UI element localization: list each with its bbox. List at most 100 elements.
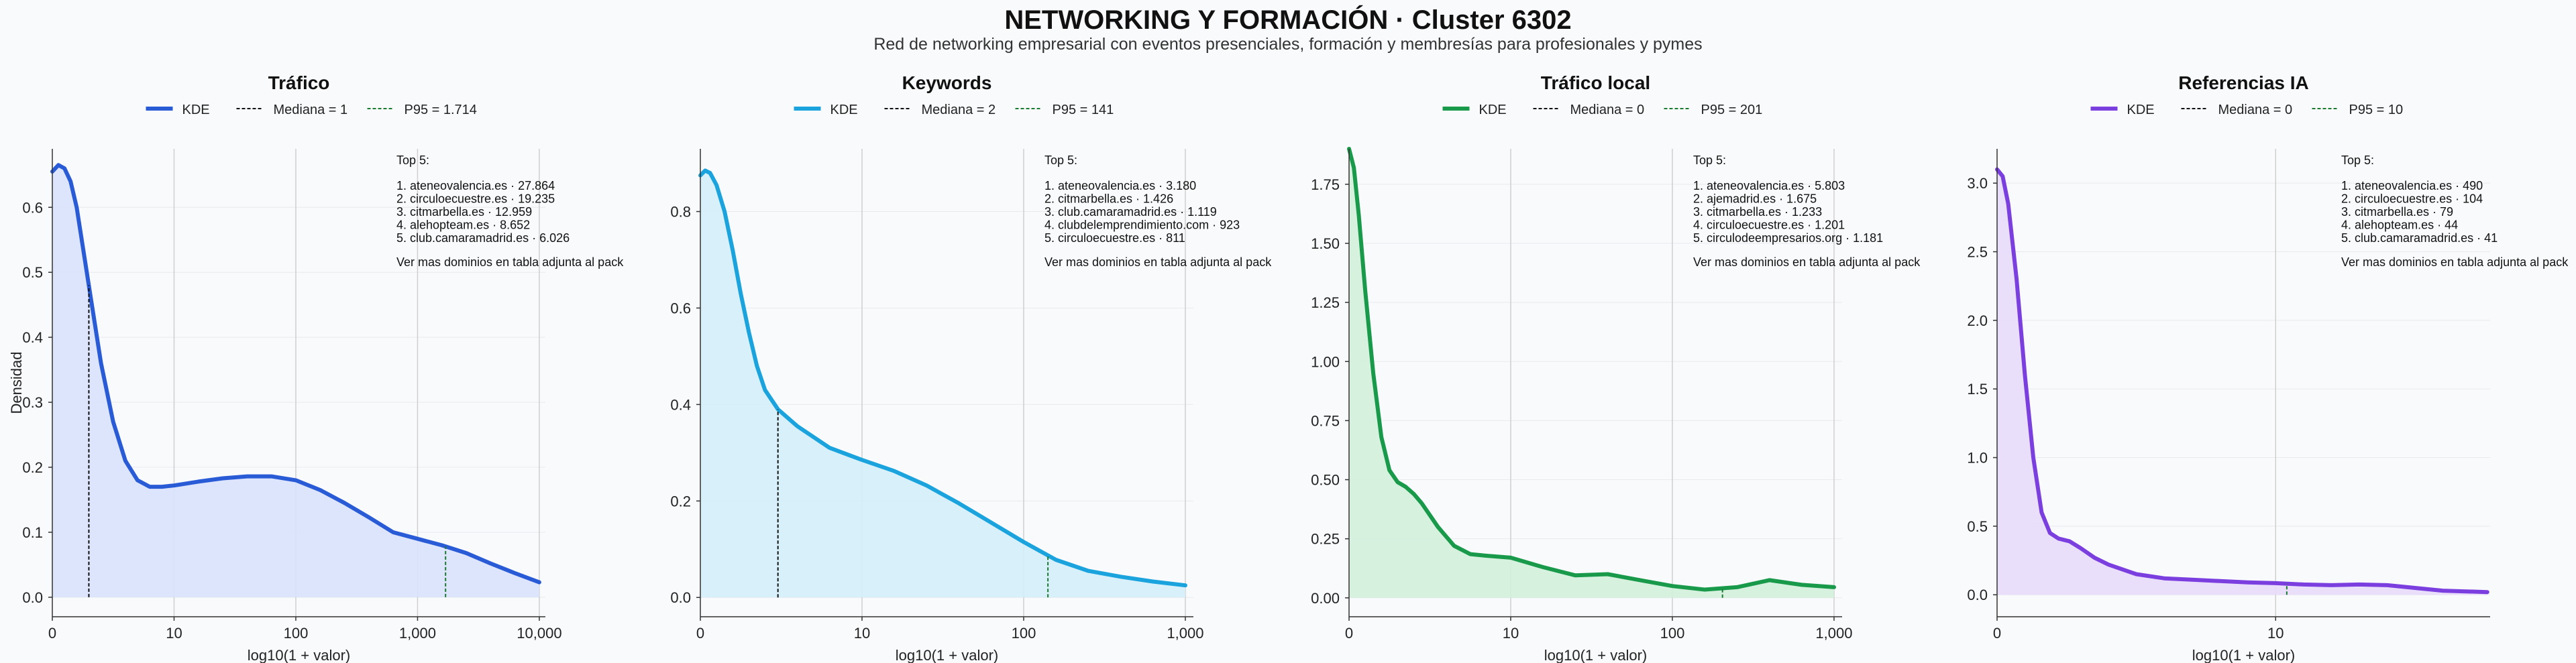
y-tick-label: 0.2 <box>670 493 691 509</box>
kde-line <box>1995 167 2489 595</box>
y-tick-label: 2.5 <box>1967 244 1988 261</box>
legend-kde-label: KDE <box>830 103 858 117</box>
top5-footer: Ver mas dominios en tabla adjunta al pac… <box>1693 255 1921 269</box>
top5-item: 2. circuloecuestre.es · 19.235 <box>396 192 555 206</box>
x-tick-label: 10 <box>2267 625 2284 642</box>
top5-item: 2. citmarbella.es · 1.426 <box>1044 192 1173 206</box>
top5-item: 1. ateneovalencia.es · 5.803 <box>1693 179 1845 192</box>
x-tick-label: 1,000 <box>399 625 436 642</box>
top5-item: 4. clubdelemprendimiento.com · 923 <box>1044 219 1240 232</box>
x-axis-label: log10(1 + valor) <box>2192 647 2295 663</box>
kde-area <box>1997 169 2487 595</box>
chart-legend: KDE Mediana = 0 P95 = 201 <box>1442 103 1763 117</box>
top5-item: 4. alehopteam.es · 8.652 <box>396 219 530 232</box>
y-tick-label: 0.2 <box>22 459 43 476</box>
y-tick-label: 1.50 <box>1311 235 1340 252</box>
legend-p95-label: P95 = 141 <box>1053 103 1114 117</box>
top5-item: 1. ateneovalencia.es · 3.180 <box>1044 179 1196 192</box>
y-tick-label: 0.8 <box>670 204 691 221</box>
y-tick-label: 3.0 <box>1967 175 1988 192</box>
x-tick-label: 10 <box>166 625 182 642</box>
x-tick-label: 0 <box>696 625 704 642</box>
y-tick-label: 0.0 <box>1967 587 1988 603</box>
y-tick-label: 1.75 <box>1311 176 1340 193</box>
y-tick-label: 0.6 <box>670 300 691 316</box>
y-tick-label: 0.6 <box>22 199 43 216</box>
x-tick-label: 1,000 <box>1167 625 1203 642</box>
top5-item: 4. alehopteam.es · 44 <box>2341 219 2458 232</box>
legend-kde-label: KDE <box>2127 103 2155 117</box>
y-tick-label: 0.50 <box>1311 472 1340 489</box>
top5-item: 3. citmarbella.es · 1.233 <box>1693 205 1822 219</box>
x-tick-label: 100 <box>1012 625 1036 642</box>
top5-item: 5. circulodeempresarios.org · 1.181 <box>1693 231 1883 245</box>
x-tick-label: 10,000 <box>517 625 561 642</box>
y-tick-label: 1.00 <box>1311 353 1340 370</box>
legend-median-label: Mediana = 1 <box>274 103 348 117</box>
chart-panel-1: Tráfico KDE Mediana = 1 P95 = 1.714 0.0 0.1 0.… <box>8 72 624 663</box>
x-axis-label: log10(1 + valor) <box>248 647 350 663</box>
y-tick-label: 0.00 <box>1311 590 1340 607</box>
y-tick-label: 0.75 <box>1311 412 1340 429</box>
top5-heading: Top 5: <box>1693 154 1726 167</box>
kde-line <box>698 168 1187 588</box>
chart-panel-2: Keywords KDE Mediana = 2 P95 = 141 0.0 0.2 0.4… <box>670 72 1272 663</box>
kde-area <box>1349 149 1834 598</box>
top5-footer: Ver mas dominios en tabla adjunta al pac… <box>396 255 624 269</box>
legend-median-label: Mediana = 2 <box>922 103 996 117</box>
chart-panel-4: Referencias IA KDE Mediana = 0 P95 = 10 0.0 0… <box>1967 72 2569 663</box>
chart-panel-3: Tráfico local KDE Mediana = 0 P95 = 201 0.00… <box>1311 72 1921 663</box>
y-tick-label: 1.25 <box>1311 294 1340 311</box>
kde-line <box>50 163 541 585</box>
x-axis-label: log10(1 + valor) <box>1544 647 1647 663</box>
top5-footer: Ver mas dominios en tabla adjunta al pac… <box>1044 255 1272 269</box>
page-subtitle: Red de networking empresarial con evento… <box>873 35 1703 54</box>
legend-p95-label: P95 = 10 <box>2349 103 2404 117</box>
top5-item: 5. circuloecuestre.es · 811 <box>1044 231 1185 245</box>
y-tick-label: 0.1 <box>22 524 43 541</box>
y-tick-label: 0.0 <box>670 589 691 606</box>
legend-kde-label: KDE <box>1479 103 1507 117</box>
y-tick-label: 0.5 <box>1967 518 1988 535</box>
chart-legend: KDE Mediana = 1 P95 = 1.714 <box>146 103 477 117</box>
chart-title: Tráfico <box>268 72 330 93</box>
x-tick-label: 0 <box>48 625 56 642</box>
y-tick-label: 0.4 <box>22 329 43 346</box>
top5-item: 3. club.camaramadrid.es · 1.119 <box>1044 205 1217 219</box>
y-tick-label: 0.5 <box>22 264 43 281</box>
legend-p95-label: P95 = 201 <box>1701 103 1763 117</box>
kde-line <box>1347 147 1836 592</box>
top5-item: 2. circuloecuestre.es · 104 <box>2341 192 2483 206</box>
y-tick-label: 1.0 <box>1967 450 1988 467</box>
chart-title: Referencias IA <box>2178 72 2309 93</box>
x-tick-label: 100 <box>1660 625 1685 642</box>
y-tick-label: 1.5 <box>1967 381 1988 398</box>
top5-item: 5. club.camaramadrid.es · 41 <box>2341 231 2498 245</box>
chart-legend: KDE Mediana = 0 P95 = 10 <box>2090 103 2404 117</box>
chart-title: Tráfico local <box>1541 72 1650 93</box>
legend-median-label: Mediana = 0 <box>2218 103 2293 117</box>
kde-area <box>52 165 539 597</box>
x-tick-label: 0 <box>1345 625 1353 642</box>
top5-item: 3. citmarbella.es · 79 <box>2341 205 2453 219</box>
y-tick-label: 0.25 <box>1311 531 1340 548</box>
x-tick-label: 10 <box>854 625 870 642</box>
x-tick-label: 100 <box>284 625 309 642</box>
top5-item: 2. ajemadrid.es · 1.675 <box>1693 192 1817 206</box>
top5-item: 5. club.camaramadrid.es · 6.026 <box>396 231 570 245</box>
y-tick-label: 2.0 <box>1967 312 1988 329</box>
top5-item: 1. ateneovalencia.es · 27.864 <box>396 179 555 192</box>
chart-title: Keywords <box>902 72 992 93</box>
x-tick-label: 0 <box>1993 625 2001 642</box>
top5-item: 1. ateneovalencia.es · 490 <box>2341 179 2483 192</box>
y-axis-label: Densidad <box>8 352 25 414</box>
page-title: NETWORKING Y FORMACIÓN · Cluster 6302 <box>1004 5 1572 35</box>
x-tick-label: 10 <box>1503 625 1519 642</box>
y-tick-label: 0.0 <box>22 589 43 606</box>
x-tick-label: 1,000 <box>1815 625 1852 642</box>
top5-heading: Top 5: <box>396 154 429 167</box>
